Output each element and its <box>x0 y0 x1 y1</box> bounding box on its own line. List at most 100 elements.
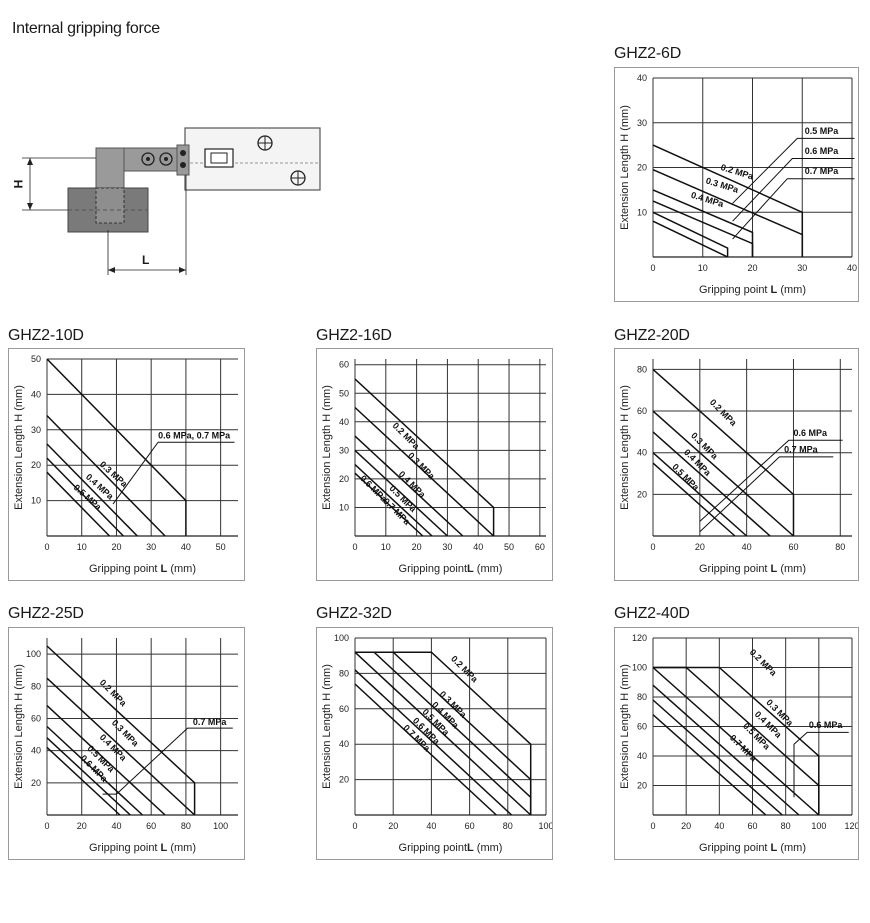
y-tick-label: 40 <box>31 746 41 756</box>
series-line-06 <box>652 211 729 257</box>
grid <box>652 359 852 536</box>
x-tick-label: 80 <box>781 821 791 831</box>
x-tick-label: 20 <box>695 542 705 552</box>
series-line-02 <box>46 358 187 536</box>
grid <box>46 358 238 536</box>
x-axis-label: Gripping point L (mm) <box>89 563 196 575</box>
series-line-04 <box>354 435 464 537</box>
x-tick-label: 0 <box>352 542 357 552</box>
x-tick-label: 0 <box>650 263 655 273</box>
chart-title-6d: GHZ2-6D <box>614 45 682 62</box>
y-tick-label: 20 <box>637 489 647 499</box>
y-tick-label: 120 <box>632 633 647 643</box>
chart-ghz2-25d: 0 20 40 60 80 100 20 40 60 80 100 0.2 MPa 0.3 MPa 0.4… <box>8 627 245 860</box>
x-tick-label: 40 <box>473 542 483 552</box>
x-tick-label: 40 <box>847 263 857 273</box>
y-axis-label: Extension Length H (mm) <box>619 105 631 230</box>
x-tick-label: 50 <box>216 542 226 552</box>
x-axis-label: Gripping point L (mm) <box>699 563 806 575</box>
chart-ghz2-6d: 0 10 20 30 40 10 20 30 40 0.2 MPa 0.3 MPa 0.4 MPa 0.… <box>614 67 859 302</box>
y-tick-label: 40 <box>339 739 349 749</box>
x-tick-label: 0 <box>352 821 357 831</box>
y-tick-label: 60 <box>339 704 349 714</box>
x-tick-label: 0 <box>650 821 655 831</box>
x-tick-label: 20 <box>77 821 87 831</box>
x-axis-label: Gripping pointL (mm) <box>399 842 503 854</box>
gripper-diagram: H L <box>0 115 330 285</box>
leader-line <box>732 178 855 240</box>
y-tick-label: 100 <box>334 633 349 643</box>
x-tick-label: 30 <box>442 542 452 552</box>
chart-ghz2-20d: 0 20 40 60 80 20 40 60 80 0.2 MPa 0.3 MPa 0.4 MPa 0.… <box>614 348 859 581</box>
chart-title-20d: GHZ2-20D <box>614 327 690 344</box>
y-axis-label: Extension Length H (mm) <box>321 385 333 510</box>
x-tick-label: 20 <box>111 542 121 552</box>
x-tick-label: 60 <box>535 542 545 552</box>
grid <box>354 637 547 815</box>
y-tick-label: 40 <box>637 73 647 83</box>
y-tick-label: 50 <box>339 388 349 398</box>
y-tick-label: 20 <box>339 775 349 785</box>
chart-ghz2-16d: 0 10 20 30 40 50 60 10 20 30 40 50 60 0.2 MPa 0.3 MPa 0… <box>316 348 553 581</box>
series-line-05 <box>652 200 754 257</box>
x-tick-label: 40 <box>426 821 436 831</box>
x-tick-label: 20 <box>388 821 398 831</box>
y-tick-label: 40 <box>637 448 647 458</box>
series-line-06 <box>46 471 111 537</box>
series-label: 0.7 MPa <box>784 445 819 455</box>
grid <box>354 359 546 536</box>
series-line-05 <box>46 725 144 816</box>
series-line-03 <box>46 677 196 816</box>
x-tick-label: 80 <box>503 821 513 831</box>
x-tick-label: 60 <box>747 821 757 831</box>
y-tick-label: 100 <box>26 649 41 659</box>
x-tick-label: 10 <box>77 542 87 552</box>
series-line-03 <box>653 666 820 815</box>
page-title: Internal gripping force <box>12 20 160 37</box>
series-label: 0.6 MPa <box>805 146 840 156</box>
series-line-05 <box>354 651 532 816</box>
x-axis-label: Gripping point L (mm) <box>89 842 196 854</box>
series-line-04 <box>46 705 166 816</box>
series-line-05 <box>652 452 748 537</box>
x-tick-label: 0 <box>44 821 49 831</box>
y-tick-label: 80 <box>637 364 647 374</box>
dimension-l-label: L <box>142 253 150 267</box>
x-tick-label: 30 <box>146 542 156 552</box>
y-tick-label: 60 <box>339 360 349 370</box>
x-axis-label: Gripping point L (mm) <box>699 284 806 296</box>
y-tick-label: 20 <box>637 781 647 791</box>
series-label: 0.3 MPa <box>705 176 741 196</box>
series-line-06 <box>354 464 433 537</box>
series-label: 0.6 MPa <box>793 428 828 438</box>
x-tick-label: 60 <box>465 821 475 831</box>
series-line-06 <box>652 699 783 816</box>
chart-ghz2-32d: 0 20 40 60 80 100 20 40 60 80 100 0.2 MPa 0.3 MPa 0.4… <box>316 627 553 860</box>
series-line-05 <box>354 449 448 537</box>
series-line-03 <box>652 410 794 537</box>
y-tick-label: 10 <box>637 207 647 217</box>
y-axis-label: Extension Length H (mm) <box>321 664 333 789</box>
x-tick-label: 60 <box>788 542 798 552</box>
leader-line <box>112 441 235 505</box>
series-line-05 <box>652 684 800 816</box>
x-tick-label: 40 <box>742 542 752 552</box>
leader-line <box>732 158 855 222</box>
y-tick-label: 80 <box>31 681 41 691</box>
x-tick-label: 30 <box>797 263 807 273</box>
x-tick-label: 40 <box>181 542 191 552</box>
x-tick-label: 120 <box>844 821 858 831</box>
chart-ghz2-10d: 0 10 20 30 40 50 10 20 30 40 50 0.3 MPa 0.4 MPa 0.5 M… <box>8 348 245 581</box>
series-line-06 <box>354 669 513 816</box>
x-tick-label: 100 <box>811 821 826 831</box>
series-line-02 <box>652 368 795 536</box>
y-tick-label: 30 <box>637 118 647 128</box>
y-tick-label: 50 <box>31 354 41 364</box>
series-line-07 <box>354 683 497 816</box>
x-tick-label: 10 <box>698 263 708 273</box>
y-tick-label: 80 <box>339 668 349 678</box>
